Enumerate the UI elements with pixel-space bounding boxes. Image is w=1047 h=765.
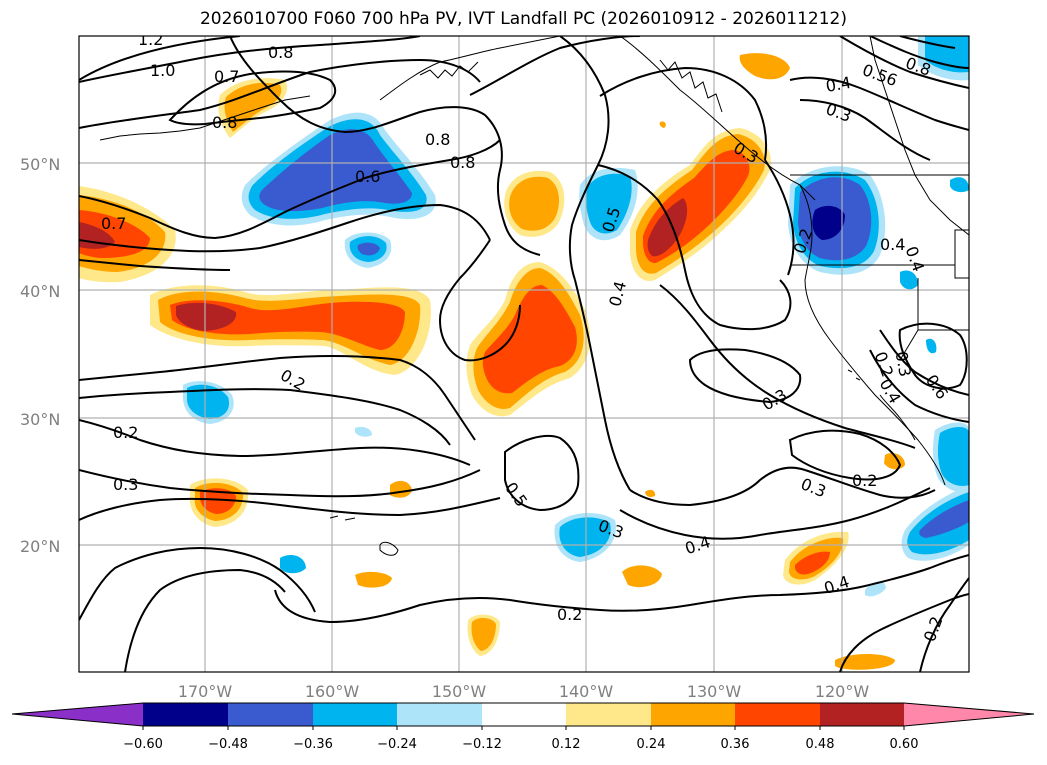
contour-label: 0.3 bbox=[113, 475, 138, 494]
map-title: 2026010700 F060 700 hPa PV, IVT Landfall… bbox=[199, 9, 847, 29]
lon-label: 140°W bbox=[559, 682, 614, 701]
lat-label: 20°N bbox=[20, 537, 60, 556]
contour-label: 0.8 bbox=[425, 130, 450, 149]
colorbar-tick: 0.12 bbox=[552, 737, 581, 752]
map-area: 1.2 1.0 0.8 0.7 0.8 0.8 0.6 0.7 0.8 0.5 … bbox=[79, 30, 969, 672]
colorbar-tick: 0.48 bbox=[806, 737, 835, 752]
contour-label: 0.8 bbox=[212, 113, 237, 132]
colorbar-segment bbox=[143, 703, 228, 726]
colorbar-segment bbox=[820, 703, 904, 726]
colorbar-tick: −0.12 bbox=[462, 737, 502, 752]
pv-shading bbox=[79, 36, 969, 670]
contour-label: 0.2 bbox=[557, 605, 582, 624]
contour-label: 0.6 bbox=[355, 167, 380, 186]
colorbar-segment bbox=[566, 703, 651, 726]
graticule bbox=[79, 36, 969, 672]
contour-label: 1.0 bbox=[150, 61, 175, 80]
colorbar-tick: −0.36 bbox=[293, 737, 333, 752]
contour-label: 0.2 bbox=[113, 423, 138, 442]
colorbar-extend-min bbox=[12, 703, 143, 726]
lon-label: 150°W bbox=[432, 682, 487, 701]
colorbar-segment bbox=[228, 703, 313, 726]
contour-label: 0.8 bbox=[450, 153, 475, 172]
coastlines bbox=[99, 36, 969, 556]
colorbar-extend-max bbox=[904, 703, 1034, 726]
lat-label: 30°N bbox=[20, 410, 60, 429]
contour-label: 1.2 bbox=[138, 30, 163, 49]
map-frame bbox=[78, 35, 970, 673]
contour-label: 0.7 bbox=[101, 214, 126, 233]
lon-label: 130°W bbox=[687, 682, 742, 701]
lat-label: 50°N bbox=[20, 155, 60, 174]
contour-label: 0.4 bbox=[880, 235, 905, 254]
longitude-labels: 170°W 160°W 150°W 140°W 130°W 120°W bbox=[178, 682, 870, 701]
colorbar: −0.60 −0.48 −0.36 −0.24 −0.12 0.12 0.24 … bbox=[11, 702, 1035, 752]
contour-label: 0.3 bbox=[892, 350, 915, 378]
contour-label: 0.4 bbox=[824, 73, 852, 96]
latitude-labels: 50°N 40°N 30°N 20°N bbox=[20, 155, 60, 556]
lon-label: 160°W bbox=[305, 682, 360, 701]
lon-label: 120°W bbox=[815, 682, 870, 701]
colorbar-tick: 0.24 bbox=[637, 737, 666, 752]
contour-label: 0.8 bbox=[268, 43, 293, 62]
colorbar-segment bbox=[397, 703, 482, 726]
contour-label: 0.7 bbox=[214, 67, 239, 86]
pv-contours bbox=[79, 36, 969, 672]
lat-label: 40°N bbox=[20, 282, 60, 301]
colorbar-segment bbox=[313, 703, 397, 726]
colorbar-tick: 0.36 bbox=[721, 737, 750, 752]
colorbar-tick: −0.48 bbox=[208, 737, 248, 752]
contour-label: 0.2 bbox=[852, 471, 877, 490]
colorbar-segment bbox=[482, 703, 566, 726]
colorbar-tick: −0.60 bbox=[123, 737, 163, 752]
colorbar-segment bbox=[735, 703, 820, 726]
colorbar-segment bbox=[651, 703, 735, 726]
colorbar-tick: 0.60 bbox=[890, 737, 919, 752]
colorbar-tick: −0.24 bbox=[377, 737, 417, 752]
lon-label: 170°W bbox=[178, 682, 233, 701]
